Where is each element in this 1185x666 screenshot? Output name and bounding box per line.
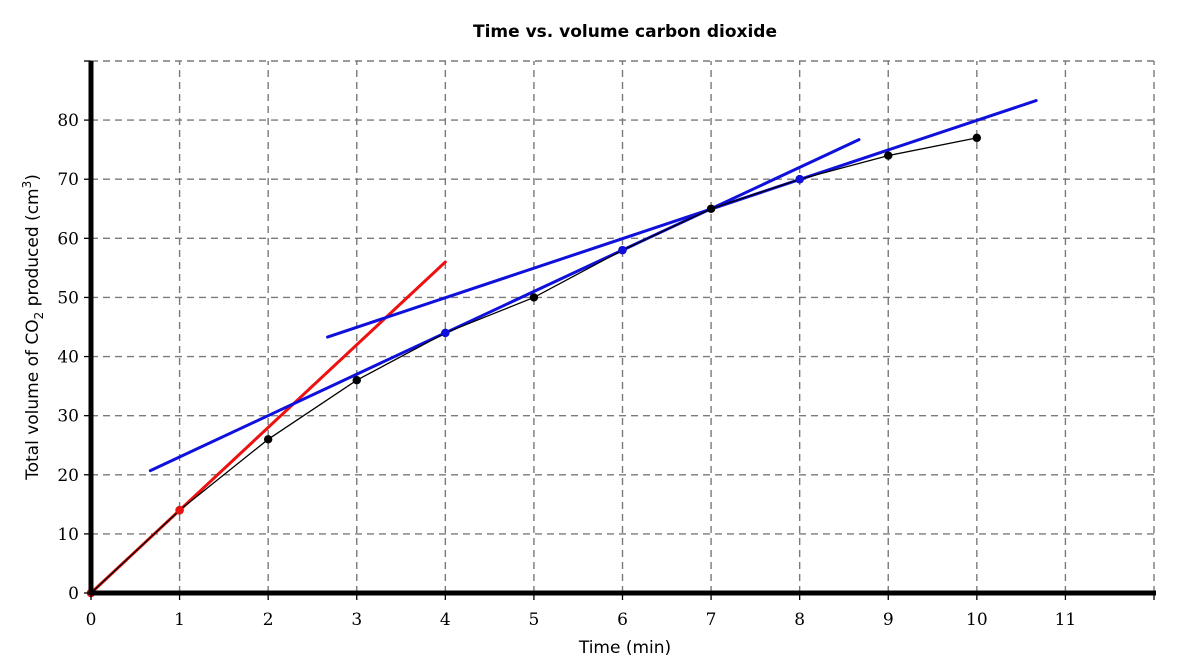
y-axis-label-subscript: 2 — [32, 312, 46, 320]
y-tick-label: 40 — [57, 348, 79, 368]
y-tick-label: 80 — [57, 111, 79, 131]
highlighted-point — [618, 245, 627, 255]
y-axis-label-part-1: Total volume of CO — [23, 319, 43, 481]
y-tick-label: 70 — [57, 170, 79, 190]
y-axis-label-superscript: 3 — [20, 181, 34, 189]
data-point — [263, 435, 273, 444]
y-tick-label: 10 — [57, 525, 79, 545]
highlighted-point — [795, 175, 804, 184]
data-point — [529, 293, 539, 302]
y-tick-label: 0 — [68, 584, 79, 604]
x-tick-label: 6 — [617, 610, 628, 630]
data-point — [972, 133, 982, 143]
x-tick-label: 10 — [966, 610, 988, 630]
y-tick-label: 30 — [57, 407, 79, 427]
x-tick-label: 8 — [794, 610, 805, 630]
tangent-line — [326, 99, 1038, 339]
y-tick-label: 60 — [57, 229, 79, 249]
y-axis-label-part-3: ) — [23, 174, 43, 181]
highlighted-point — [175, 506, 184, 515]
y-axis-label: Total volume of CO2 produced (cm3) — [20, 174, 46, 481]
grid — [91, 60, 1155, 593]
x-tick-label: 5 — [529, 610, 540, 630]
x-tick-label: 11 — [1055, 610, 1077, 630]
axes — [84, 60, 1156, 600]
x-tick-label: 0 — [86, 610, 97, 630]
tangent-line — [148, 138, 861, 473]
y-tick-label: 50 — [57, 288, 79, 308]
x-tick-label: 4 — [440, 610, 451, 630]
chart-title: Time vs. volume carbon dioxide — [473, 22, 777, 42]
x-tick-label: 3 — [351, 610, 362, 630]
tick-labels: 0 1 2 3 4 5 6 7 8 9 10 11 0 10 20 30 40 50 60 70 80 — [57, 111, 1076, 630]
data-point — [352, 376, 361, 385]
x-tick-label: 9 — [883, 610, 894, 630]
x-axis-label: Time (min) — [578, 638, 671, 658]
highlighted-point — [441, 328, 450, 338]
data-point — [706, 204, 716, 213]
y-tick-label: 20 — [57, 466, 79, 486]
x-tick-label: 7 — [706, 610, 717, 630]
x-tick-label: 1 — [174, 610, 185, 630]
x-tick-label: 2 — [263, 610, 274, 630]
data-point — [884, 151, 893, 160]
plot-area — [86, 99, 1038, 598]
y-axis-label-part-2: produced (cm — [23, 188, 43, 311]
